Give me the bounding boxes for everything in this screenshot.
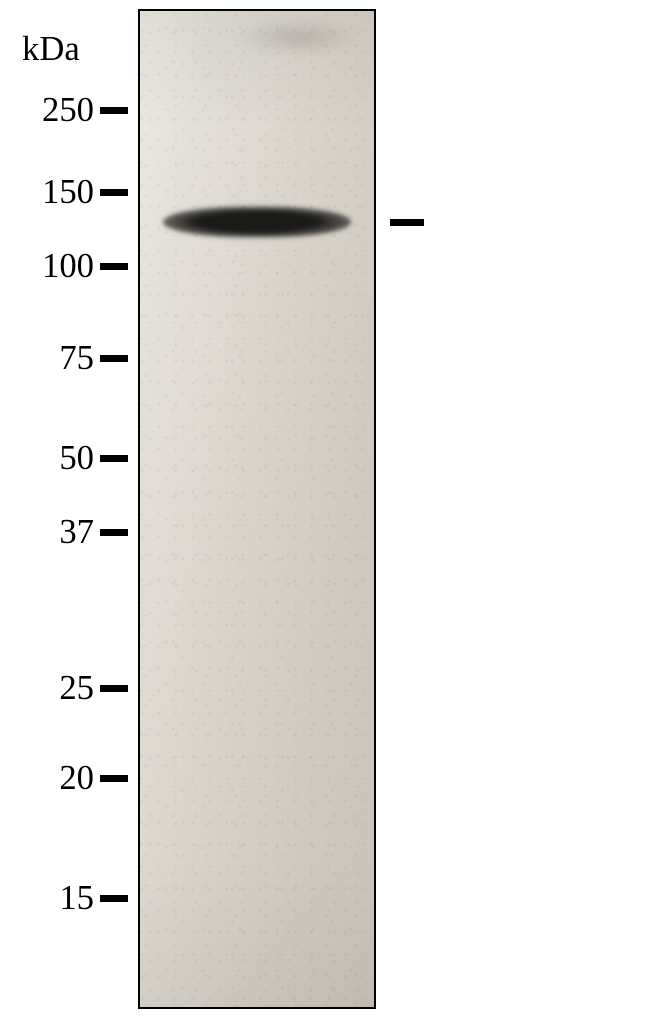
western-blot-figure: kDa 250 150 100 75 50 37 25 20 15 (0, 0, 650, 1020)
ladder-label: 25 (14, 669, 94, 708)
ladder-tick (100, 529, 128, 536)
ladder-tick (100, 775, 128, 782)
ladder-tick (100, 355, 128, 362)
ladder-label: 15 (14, 879, 94, 918)
blot-lane (138, 9, 376, 1009)
unit-label: kDa (22, 30, 80, 69)
ladder-label: 50 (14, 439, 94, 478)
ladder-label: 20 (14, 759, 94, 798)
ladder-label: 75 (14, 339, 94, 378)
ladder-tick (100, 895, 128, 902)
band-pointer-tick (390, 219, 424, 226)
ladder-tick (100, 189, 128, 196)
lane-top-smudge (234, 17, 363, 57)
ladder-tick (100, 685, 128, 692)
ladder-label: 100 (14, 247, 94, 286)
protein-band (163, 207, 350, 237)
ladder-label: 37 (14, 513, 94, 552)
lane-noise (140, 11, 374, 1007)
ladder-label: 250 (14, 91, 94, 130)
ladder-tick (100, 263, 128, 270)
ladder-tick (100, 107, 128, 114)
ladder-tick (100, 455, 128, 462)
ladder-label: 150 (14, 173, 94, 212)
